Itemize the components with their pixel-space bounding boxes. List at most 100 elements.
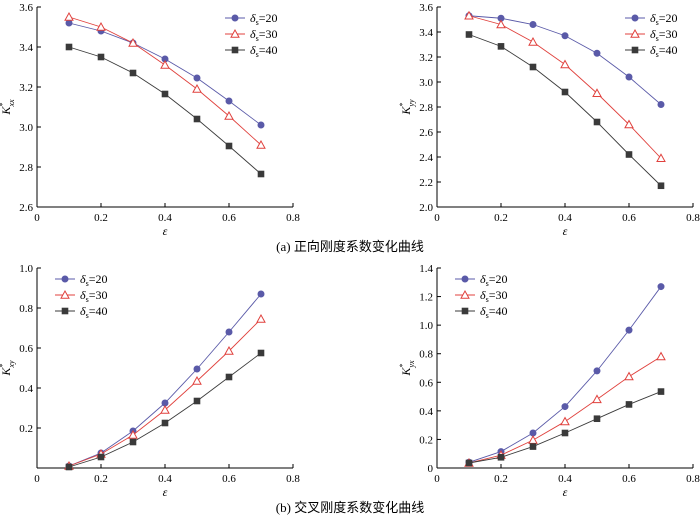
y-tick-label: 1.0	[19, 263, 33, 275]
x-tick-label: 0.4	[158, 212, 172, 224]
legend-label-3: δs=40	[480, 304, 507, 320]
data-point-s1-1	[65, 19, 73, 27]
chart-panel-4: 0 0.2 0.4 0.6 0.8 1.0 1.2 1.4 0 0.2 0.4 0.6 0.8 ε K*yx…	[398, 263, 700, 499]
y-tick-label: 0.6	[419, 377, 433, 389]
data-point-s2-6	[224, 345, 234, 355]
data-point-s1-3	[529, 21, 537, 28]
data-point-s3-7	[257, 170, 265, 178]
x-tick-label: 0.4	[558, 212, 572, 224]
data-point-s1-6	[625, 73, 633, 81]
x-tick-label: 0	[434, 473, 440, 485]
data-point-s2-5	[192, 83, 202, 93]
x-tick-label: 0.6	[622, 212, 636, 224]
y-tick-label: 3.4	[419, 27, 433, 39]
data-point-s3-5	[593, 118, 601, 126]
y-tick-label: 3.4	[19, 42, 33, 54]
data-point-s3-4	[561, 88, 569, 96]
data-point-s1-5	[593, 49, 601, 57]
data-point-s3-3	[129, 438, 137, 446]
x-tick-label: 0	[434, 212, 440, 224]
x-axis-label: ε	[563, 224, 568, 238]
data-point-s3-2	[97, 53, 105, 61]
data-point-s3-4	[161, 90, 169, 98]
data-point-s3-2	[497, 453, 505, 461]
x-tick-label: 0.8	[286, 473, 300, 485]
x-tick-label: 0.8	[686, 473, 700, 485]
data-point-s2-5	[192, 375, 202, 385]
data-point-s3-4	[161, 419, 169, 427]
y-tick-label: 2.6	[19, 202, 33, 214]
data-point-s2-1	[64, 11, 74, 21]
legend-marker-1	[631, 14, 639, 22]
y-tick-label: 3.2	[419, 52, 433, 64]
legend-marker-3	[231, 46, 239, 54]
legend-marker-2	[60, 289, 70, 299]
x-tick-label: 0.4	[558, 473, 572, 485]
data-point-s2-5	[592, 88, 602, 97]
legend-marker-3	[631, 46, 639, 54]
data-point-s3-3	[529, 63, 537, 71]
x-axis-label: ε	[163, 224, 168, 238]
legend-marker-2	[630, 28, 640, 38]
data-point-s2-7	[656, 351, 666, 361]
x-tick-label: 0.6	[222, 212, 236, 224]
data-point-s3-1	[65, 463, 73, 471]
data-point-s3-5	[193, 397, 201, 405]
data-point-s3-6	[225, 373, 233, 381]
data-point-s3-2	[97, 453, 105, 461]
x-axis-label: ε	[163, 485, 168, 499]
y-axis-label: K*xx	[0, 99, 16, 116]
data-point-s2-1	[464, 10, 474, 20]
x-tick-label: 0.4	[158, 473, 172, 485]
data-point-s2-3	[528, 435, 538, 444]
data-point-s2-7	[256, 313, 266, 323]
data-point-s1-7	[257, 290, 265, 298]
data-point-s3-3	[129, 69, 137, 77]
y-tick-label: 0.4	[419, 406, 433, 418]
legend-marker-1	[231, 14, 239, 22]
y-tick-label: 2.6	[419, 127, 433, 139]
data-point-s2-7	[656, 153, 666, 162]
data-point-s3-5	[193, 115, 201, 123]
data-point-s3-7	[657, 388, 665, 395]
data-point-s3-1	[65, 43, 73, 51]
y-tick-label: 3.6	[19, 2, 33, 14]
y-tick-label: 0.6	[19, 343, 33, 355]
data-point-s2-6	[624, 371, 634, 381]
y-tick-label: 0.8	[19, 303, 33, 315]
legend-marker-3	[461, 307, 469, 315]
data-point-s2-6	[624, 119, 634, 129]
y-axis-label: K*yx	[398, 360, 416, 377]
y-tick-label: 2.8	[419, 102, 433, 114]
legend-marker-3	[61, 307, 69, 315]
legend-label-1: δs=20	[480, 272, 507, 288]
legend-marker-1	[461, 275, 469, 283]
data-point-s2-7	[256, 139, 266, 149]
data-point-s3-5	[593, 415, 601, 423]
x-tick-label: 0	[34, 212, 40, 224]
legend-label-1: δs=20	[250, 11, 277, 27]
legend-marker-2	[460, 289, 470, 299]
series-line-3	[468, 34, 662, 187]
y-tick-label: 0.8	[419, 349, 433, 361]
x-tick-label: 0.8	[286, 212, 300, 224]
x-tick-label: 0.2	[94, 212, 108, 224]
data-point-s3-6	[625, 151, 633, 158]
series-line-2	[68, 318, 262, 467]
y-tick-label: 3.2	[19, 82, 33, 94]
data-point-s2-4	[160, 404, 170, 414]
chart-panel-3: 0.20.40.60.81.000.20.40.60.8εK*xyδs=20δs…	[0, 263, 300, 499]
data-point-s1-4	[561, 403, 569, 411]
caption-b: (b) 交叉刚度系数变化曲线	[275, 500, 425, 515]
chart-panel-2: 2.0 2.2 2.4 2.6 2.8 3.0 3.2 3.4 3.6 0 0.2 0.4 0.6 0.8…	[398, 2, 700, 238]
x-tick-label: 0.8	[686, 212, 700, 224]
caption-a: (a) 正向刚度系数变化曲线	[276, 239, 424, 254]
y-axis-label: K*yy	[398, 99, 416, 116]
data-point-s2-3	[128, 37, 138, 47]
data-point-s1-7	[257, 121, 265, 129]
x-tick-label: 0.2	[94, 473, 108, 485]
y-tick-label: 2.2	[419, 177, 433, 189]
data-point-s3-7	[657, 182, 665, 190]
y-tick-label: 0.2	[419, 434, 433, 446]
